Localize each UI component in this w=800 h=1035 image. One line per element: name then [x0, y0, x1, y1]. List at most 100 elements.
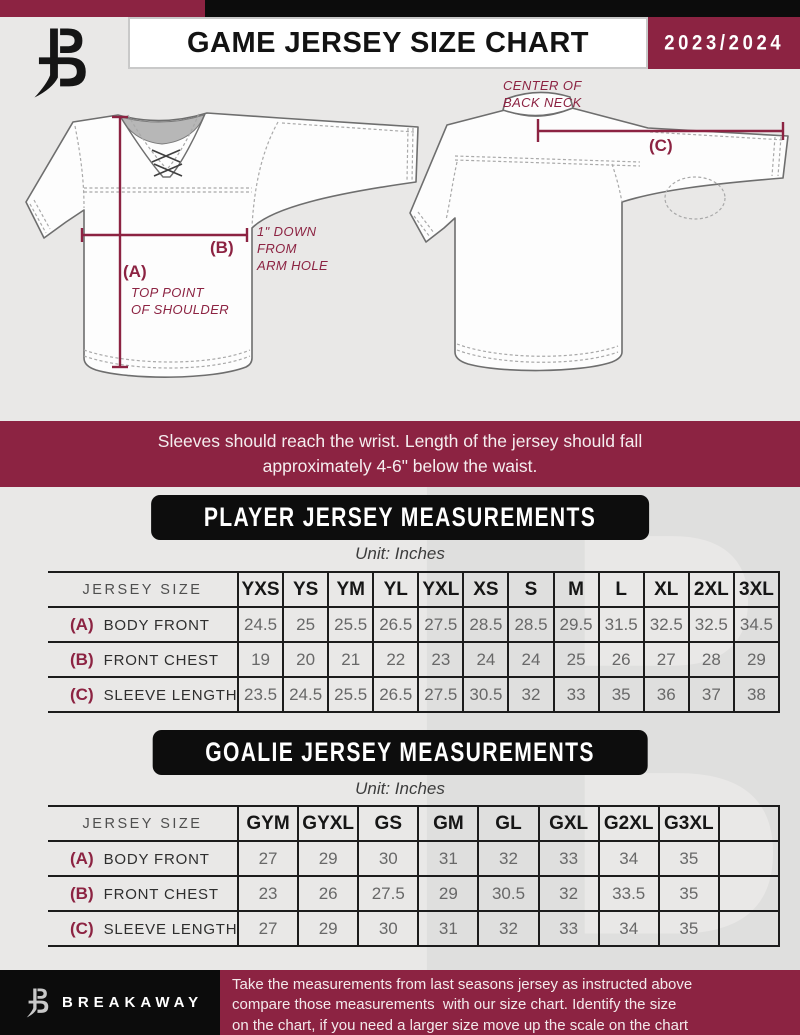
measurement-cell: 29.5	[552, 606, 599, 642]
measurement-cell: 31.5	[597, 606, 644, 642]
table-row: (A) BODY FRONT 27 29 30 31 32 33 34 35	[48, 840, 781, 876]
label-b: (B)	[210, 238, 234, 257]
measurement-cell: 20	[282, 641, 329, 677]
row-name: BODY FRONT	[103, 850, 210, 868]
measurement-cell: 26	[597, 641, 644, 677]
player-section-title: PLAYER JERSEY MEASUREMENTS	[151, 495, 649, 540]
measurement-cell: 29	[417, 875, 479, 911]
row-key: (C)	[70, 684, 94, 704]
jersey-front-diagram	[25, 112, 419, 378]
measurement-cell: 30.5	[477, 875, 539, 911]
measurement-cell: 29	[297, 840, 359, 876]
measurement-cell: 23	[236, 875, 299, 911]
measurement-cell: 27.5	[417, 676, 464, 713]
size-column-header: YXS	[236, 571, 284, 607]
row-name: BODY FRONT	[103, 616, 210, 634]
size-column-header: 2XL	[687, 571, 734, 607]
row-label: (B) FRONT CHEST	[48, 875, 238, 911]
row-key: (A)	[70, 614, 94, 634]
page-title: GAME JERSEY SIZE CHART	[186, 26, 590, 59]
table-row: (C) SLEEVE LENGTH 27 29 30 31 32 33 34 35	[48, 910, 781, 947]
measurement-cell: 28	[687, 641, 734, 677]
size-column-header: M	[552, 571, 599, 607]
size-column-header	[717, 805, 781, 841]
row-name: SLEEVE LENGTH	[103, 920, 238, 938]
measurement-cell: 37	[687, 676, 734, 713]
brand-name: BREAKAWAY	[62, 994, 204, 1011]
measurement-cell	[717, 910, 781, 947]
measurement-cell: 29	[732, 641, 781, 677]
table-row: (C) SLEEVE LENGTH 23.5 24.5 25.5 26.5 27.…	[48, 676, 781, 713]
measurement-cell: 23	[417, 641, 464, 677]
size-column-header: YXL	[417, 571, 464, 607]
measurement-cell: 31	[417, 910, 479, 947]
measurement-cell: 35	[657, 910, 719, 947]
size-column-header: XS	[462, 571, 509, 607]
measurement-cell: 30	[357, 910, 419, 947]
label-a: (A)	[123, 262, 147, 281]
measurement-cell: 34	[597, 910, 659, 947]
measurement-cell: 26	[297, 875, 359, 911]
season-label: 2023/2024	[663, 30, 785, 55]
row-label: (C) SLEEVE LENGTH	[48, 910, 238, 947]
size-column-header: GM	[417, 805, 479, 841]
measurement-cell: 30.5	[462, 676, 509, 713]
measurement-cell: 30	[357, 840, 419, 876]
measurement-cell: 32	[477, 840, 539, 876]
note-down-from-arm-hole: 1" DOWN FROM ARM HOLE	[257, 224, 329, 273]
table-header-row: JERSEY SIZE GYM GYXL GS GM GL GXL G2XL G…	[48, 805, 781, 841]
measurement-cell: 35	[597, 676, 644, 713]
measurement-cell: 25	[282, 606, 329, 642]
top-strip-maroon	[0, 0, 205, 17]
measurement-cell: 27	[236, 840, 299, 876]
size-column-header: GXL	[537, 805, 599, 841]
measurement-cell: 32	[507, 676, 554, 713]
size-column-header: S	[507, 571, 554, 607]
measurement-cell: 19	[236, 641, 284, 677]
measurement-cell: 32	[537, 875, 599, 911]
footer-brand-block: BREAKAWAY	[0, 970, 220, 1035]
measurement-cell: 33	[552, 676, 599, 713]
size-column-header: G2XL	[597, 805, 659, 841]
measurement-cell: 35	[657, 875, 719, 911]
measurement-cell: 26.5	[372, 606, 419, 642]
measurement-cell: 32.5	[642, 606, 689, 642]
size-column-header: YM	[327, 571, 374, 607]
row-name: SLEEVE LENGTH	[103, 686, 238, 704]
measurement-cell: 33.5	[597, 875, 659, 911]
corner-header: JERSEY SIZE	[48, 805, 238, 841]
fit-instruction-banner: Sleeves should reach the wrist. Length o…	[0, 421, 800, 487]
row-label: (A) BODY FRONT	[48, 606, 238, 642]
player-unit-label: Unit: Inches	[355, 544, 445, 563]
size-column-header: GS	[357, 805, 419, 841]
jersey-back-diagram	[409, 91, 789, 372]
measurement-cell: 27.5	[417, 606, 464, 642]
table-row: (B) FRONT CHEST 23 26 27.5 29 30.5 32 33.…	[48, 875, 781, 911]
measurement-cell: 31	[417, 840, 479, 876]
page-title-box: GAME JERSEY SIZE CHART	[128, 17, 648, 69]
row-label: (C) SLEEVE LENGTH	[48, 676, 238, 713]
measurement-cell: 25.5	[327, 606, 374, 642]
table-row: (A) BODY FRONT 24.5 25 25.5 26.5 27.5 28.…	[48, 606, 781, 642]
goalie-measurements-table: JERSEY SIZE GYM GYXL GS GM GL GXL G2XL G…	[48, 805, 781, 947]
row-key: (A)	[70, 848, 94, 868]
row-name: FRONT CHEST	[103, 651, 219, 669]
measurement-cell: 33	[537, 840, 599, 876]
goalie-section-title-text: GOALIE JERSEY MEASUREMENTS	[205, 736, 595, 768]
measurement-cell: 36	[642, 676, 689, 713]
measurement-cell: 24.5	[236, 606, 284, 642]
size-column-header: 3XL	[732, 571, 781, 607]
note-top-point-of-shoulder: TOP POINT OF SHOULDER	[131, 285, 230, 317]
measurement-cell: 32.5	[687, 606, 734, 642]
corner-header: JERSEY SIZE	[48, 571, 238, 607]
goalie-unit-label: Unit: Inches	[355, 779, 445, 798]
measurement-cell: 28.5	[462, 606, 509, 642]
measurement-cell: 24	[462, 641, 509, 677]
label-c: (C)	[649, 136, 673, 155]
measurement-cell: 24.5	[282, 676, 329, 713]
player-measurements-table: JERSEY SIZE YXS YS YM YL YXL XS S M L XL…	[48, 571, 781, 713]
row-name: FRONT CHEST	[103, 885, 219, 903]
row-label: (A) BODY FRONT	[48, 840, 238, 876]
measurement-cell: 27	[236, 910, 299, 947]
measurement-cell: 23.5	[236, 676, 284, 713]
